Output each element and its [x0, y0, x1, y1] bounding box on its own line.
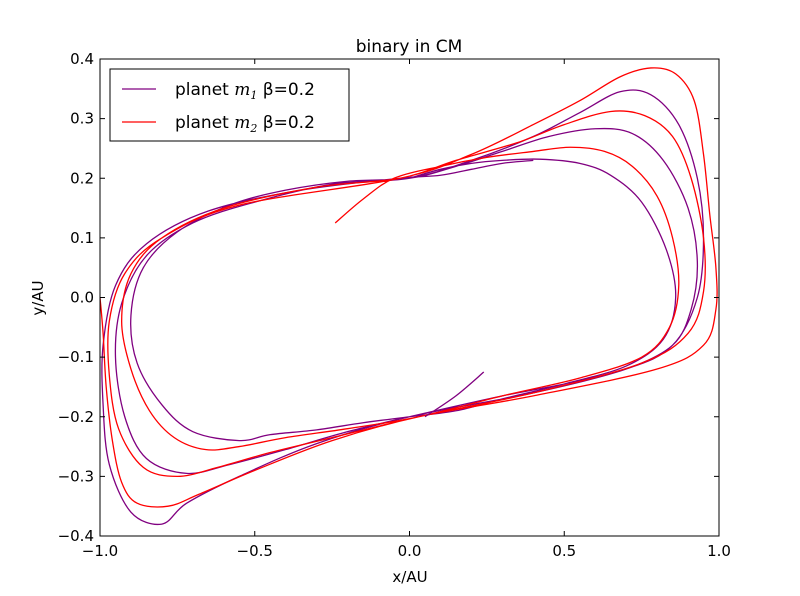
x-axis-label: x/AU	[392, 568, 427, 586]
legend-label-subscript: 1	[250, 89, 257, 102]
y-tick-label: −0.4	[58, 527, 94, 545]
y-tick-label: −0.1	[58, 348, 94, 366]
ticks-layer: −1.0 −0.5 0.0 0.5 1.0 −0.4 −0.3 −0.2 −0.1 0.0 0.1 0…	[58, 50, 731, 560]
y-tick-label: 0.3	[70, 110, 94, 128]
legend-label-math: m	[234, 80, 250, 100]
y-tick-label: −0.3	[58, 467, 94, 485]
x-tick-label: −1.0	[82, 542, 118, 560]
chart-title: binary in CM	[356, 37, 463, 57]
legend-label-2: planet m2 β=0.2	[175, 113, 315, 135]
y-tick-label: 0.0	[70, 289, 94, 307]
y-axis-label: y/AU	[29, 280, 47, 315]
legend-label-subscript: 2	[249, 122, 257, 135]
series-layer	[100, 67, 718, 526]
y-tick-label: 0.4	[70, 50, 94, 68]
legend-label-1: planet m1 β=0.2	[175, 80, 315, 102]
y-tick-label: 0.1	[70, 229, 94, 247]
legend-label-prefix: planet	[175, 80, 234, 100]
y-tick-label: 0.2	[70, 169, 94, 187]
x-tick-label: 0.0	[398, 542, 422, 560]
y-tick-label: −0.2	[58, 408, 94, 426]
legend-label-suffix: β=0.2	[257, 113, 315, 133]
x-tick-label: 0.5	[552, 542, 576, 560]
x-tick-label: −0.5	[237, 542, 273, 560]
series-line-2	[100, 67, 718, 508]
legend-label-prefix: planet	[175, 113, 234, 133]
x-tick-label: 1.0	[707, 542, 731, 560]
legend-box	[109, 68, 350, 142]
legend-label-math: m	[234, 113, 250, 133]
series-segment-1	[424, 371, 485, 418]
legend-label-suffix: β=0.2	[257, 80, 315, 100]
